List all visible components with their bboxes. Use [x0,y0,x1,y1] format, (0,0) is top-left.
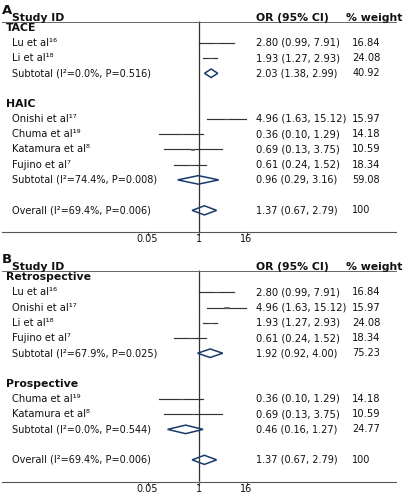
Text: 16: 16 [240,234,252,244]
Text: 2.80 (0.99, 7.91): 2.80 (0.99, 7.91) [255,288,339,298]
Text: 2.03 (1.38, 2.99): 2.03 (1.38, 2.99) [255,68,337,78]
Text: 14.18: 14.18 [351,394,380,404]
Text: Subtotal (I²=0.0%, P=0.544): Subtotal (I²=0.0%, P=0.544) [12,424,151,434]
Text: Fujino et al⁷: Fujino et al⁷ [12,333,71,343]
Text: Overall (I²=69.4%, P=0.006): Overall (I²=69.4%, P=0.006) [12,206,150,216]
Text: Katamura et al⁸: Katamura et al⁸ [12,144,90,154]
Text: 0.05: 0.05 [137,234,158,244]
Text: Lu et al¹⁶: Lu et al¹⁶ [12,38,57,48]
Text: OR (95% CI): OR (95% CI) [255,262,328,272]
Text: 0.36 (0.10, 1.29): 0.36 (0.10, 1.29) [255,394,339,404]
Text: 16.84: 16.84 [351,38,380,48]
Text: Katamura et al⁸: Katamura et al⁸ [12,409,90,419]
Text: 24.77: 24.77 [351,424,379,434]
Text: A: A [2,4,12,16]
Text: 0.05: 0.05 [137,484,158,494]
Text: 0.46 (0.16, 1.27): 0.46 (0.16, 1.27) [255,424,337,434]
Text: 0.36 (0.10, 1.29): 0.36 (0.10, 1.29) [255,129,339,139]
Text: 100: 100 [351,206,370,216]
Text: 1.37 (0.67, 2.79): 1.37 (0.67, 2.79) [255,455,337,465]
Text: 1.92 (0.92, 4.00): 1.92 (0.92, 4.00) [255,348,337,358]
Text: 16: 16 [240,484,252,494]
Text: 59.08: 59.08 [351,175,379,185]
Text: 24.08: 24.08 [351,53,380,63]
Text: Li et al¹⁸: Li et al¹⁸ [12,53,53,63]
Text: 0.69 (0.13, 3.75): 0.69 (0.13, 3.75) [255,144,339,154]
Text: 1.93 (1.27, 2.93): 1.93 (1.27, 2.93) [255,318,339,328]
Text: Onishi et al¹⁷: Onishi et al¹⁷ [12,114,76,124]
Text: 14.18: 14.18 [351,129,380,139]
Text: 2.80 (0.99, 7.91): 2.80 (0.99, 7.91) [255,38,339,48]
Text: 16.84: 16.84 [351,288,380,298]
Text: Overall (I²=69.4%, P=0.006): Overall (I²=69.4%, P=0.006) [12,455,150,465]
Text: TACE: TACE [6,22,36,32]
Text: Chuma et al¹⁹: Chuma et al¹⁹ [12,394,81,404]
Text: HAIC: HAIC [6,99,36,109]
Text: 75.23: 75.23 [351,348,379,358]
Text: 0.61 (0.24, 1.52): 0.61 (0.24, 1.52) [255,333,339,343]
Text: 40.92: 40.92 [351,68,379,78]
Text: 4.96 (1.63, 15.12): 4.96 (1.63, 15.12) [255,114,345,124]
Text: 15.97: 15.97 [351,302,380,312]
Text: Study ID: Study ID [12,12,64,22]
Text: OR (95% CI): OR (95% CI) [255,12,328,22]
Text: Study ID: Study ID [12,262,64,272]
Text: % weight: % weight [346,262,402,272]
Text: 0.61 (0.24, 1.52): 0.61 (0.24, 1.52) [255,160,339,170]
Text: 1: 1 [195,484,202,494]
Text: 100: 100 [351,455,370,465]
Text: 10.59: 10.59 [351,409,380,419]
Text: 4.96 (1.63, 15.12): 4.96 (1.63, 15.12) [255,302,345,312]
Text: B: B [2,253,12,266]
Text: Subtotal (I²=74.4%, P=0.008): Subtotal (I²=74.4%, P=0.008) [12,175,157,185]
Text: 18.34: 18.34 [351,160,380,170]
Text: Subtotal (I²=67.9%, P=0.025): Subtotal (I²=67.9%, P=0.025) [12,348,157,358]
Text: 1.93 (1.27, 2.93): 1.93 (1.27, 2.93) [255,53,339,63]
Text: 24.08: 24.08 [351,318,380,328]
Text: 10.59: 10.59 [351,144,380,154]
Text: Chuma et al¹⁹: Chuma et al¹⁹ [12,129,81,139]
Text: 18.34: 18.34 [351,333,380,343]
Text: 0.96 (0.29, 3.16): 0.96 (0.29, 3.16) [255,175,336,185]
Text: 0.69 (0.13, 3.75): 0.69 (0.13, 3.75) [255,409,339,419]
Text: Lu et al¹⁶: Lu et al¹⁶ [12,288,57,298]
Text: Li et al¹⁸: Li et al¹⁸ [12,318,53,328]
Text: 1: 1 [195,234,202,244]
Text: Retrospective: Retrospective [6,272,91,282]
Text: Fujino et al⁷: Fujino et al⁷ [12,160,71,170]
Text: Prospective: Prospective [6,378,78,388]
Text: Subtotal (I²=0.0%, P=0.516): Subtotal (I²=0.0%, P=0.516) [12,68,151,78]
Text: Onishi et al¹⁷: Onishi et al¹⁷ [12,302,76,312]
Text: % weight: % weight [346,12,402,22]
Text: 1.37 (0.67, 2.79): 1.37 (0.67, 2.79) [255,206,337,216]
Text: 15.97: 15.97 [351,114,380,124]
